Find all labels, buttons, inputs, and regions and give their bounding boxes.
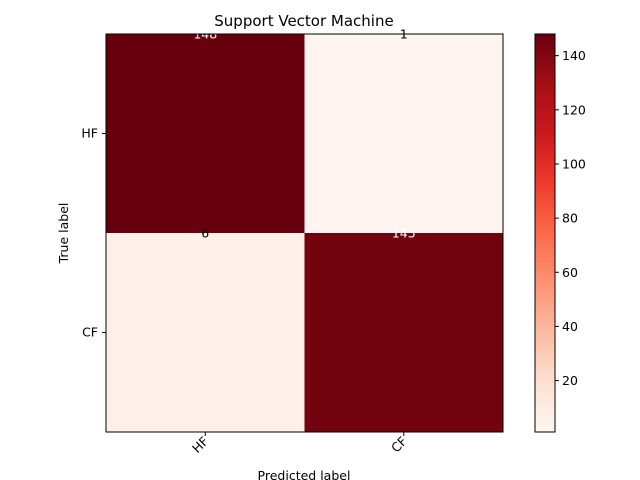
heatmap-cell [106, 233, 305, 433]
colorbar [534, 33, 556, 433]
colorbar-tick-label: 80 [562, 211, 578, 226]
heatmap-cell [304, 233, 504, 433]
colorbar-tick-label: 100 [562, 156, 586, 171]
colorbar-tick-label: 140 [562, 48, 586, 63]
heatmap-cell [106, 34, 305, 234]
chart-title: Support Vector Machine [214, 12, 393, 30]
y-axis-ticks: HF CF [81, 126, 106, 340]
y-tick-label: HF [81, 126, 98, 141]
colorbar-tick-label: 40 [562, 319, 578, 334]
colorbar-ticks: 20 40 60 80 100 120 140 [555, 48, 586, 388]
cell-value-label: 6 [201, 226, 209, 241]
x-axis-label: Predicted label [258, 468, 351, 480]
colorbar-tick-label: 120 [562, 102, 586, 117]
plot-frame [105, 33, 504, 433]
y-tick-label: CF [82, 325, 98, 340]
heatmap-cells [106, 34, 504, 433]
cell-value-label: 145 [392, 226, 416, 241]
x-axis-ticks: HF CF [189, 432, 410, 456]
x-tick-label: CF [388, 434, 410, 456]
x-tick-label: HF [189, 434, 211, 456]
heatmap-cell [304, 34, 504, 234]
colorbar-tick-label: 20 [562, 373, 578, 388]
colorbar-tick-label: 60 [562, 265, 578, 280]
y-axis-label: True label [56, 203, 71, 265]
